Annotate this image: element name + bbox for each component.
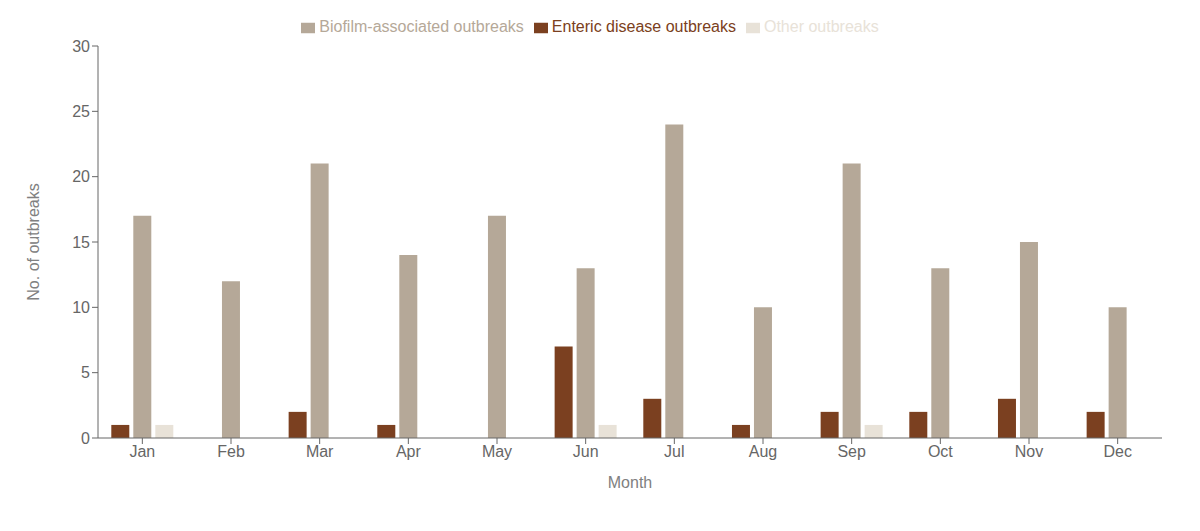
- svg-text:30: 30: [72, 38, 90, 55]
- html-text:Other outbreaks: Other outbreaks: [764, 18, 879, 35]
- svg-text:Jun: Jun: [573, 443, 599, 460]
- svg-text:Aug: Aug: [749, 443, 777, 460]
- svg-text:10: 10: [72, 299, 90, 316]
- svg-text:Jul: Jul: [664, 443, 684, 460]
- svg-text:Mar: Mar: [306, 443, 334, 460]
- html-text:Biofilm-associated outbreaks: Biofilm-associated outbreaks: [319, 18, 524, 35]
- svg-text:Jan: Jan: [129, 443, 155, 460]
- svg-text:Month: Month: [608, 474, 652, 491]
- svg-text:15: 15: [72, 234, 90, 251]
- svg-text:25: 25: [72, 103, 90, 120]
- svg-text:Apr: Apr: [396, 443, 422, 460]
- svg-text:0: 0: [81, 430, 90, 447]
- svg-text:5: 5: [81, 364, 90, 381]
- svg-text:May: May: [482, 443, 512, 460]
- svg-text:20: 20: [72, 168, 90, 185]
- svg-text:No. of outbreaks: No. of outbreaks: [25, 183, 42, 300]
- svg-text:Nov: Nov: [1015, 443, 1043, 460]
- svg-text:Oct: Oct: [928, 443, 953, 460]
- svg-text:Dec: Dec: [1103, 443, 1131, 460]
- svg-text:Feb: Feb: [217, 443, 245, 460]
- svg-text:Sep: Sep: [837, 443, 866, 460]
- html-text:Enteric disease outbreaks: Enteric disease outbreaks: [551, 18, 736, 35]
